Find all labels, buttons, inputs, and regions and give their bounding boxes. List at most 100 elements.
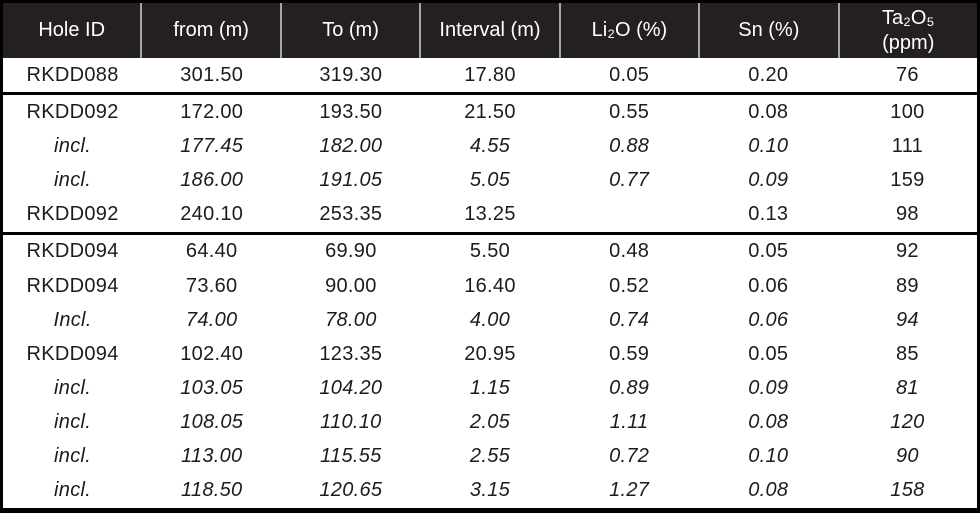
cell-ta2o5: 90 <box>895 445 919 468</box>
table-body: RKDD088 301.50 319.30 17.80 0.05 0.20 76 RKDD09… <box>3 58 977 508</box>
cell-li2o: 0.55 <box>609 100 650 123</box>
cell-interval: 4.55 <box>469 134 511 157</box>
cell-interval: 2.55 <box>469 445 511 468</box>
cell-from: 73.60 <box>185 274 238 297</box>
cell-to: 115.55 <box>320 445 382 468</box>
cell-ta2o5: 100 <box>890 100 925 123</box>
header-label: Hole ID <box>38 19 106 42</box>
table-row: RKDD088 301.50 319.30 17.80 0.05 0.20 76 <box>3 58 977 96</box>
cell-hole_id: incl. <box>54 376 92 399</box>
cell-li2o: 0.48 <box>609 240 650 263</box>
cell-from: 172.00 <box>180 100 244 123</box>
table-row: Incl. 74.00 78.00 4.00 0.74 0.06 94 <box>3 303 977 337</box>
cell-li2o: 1.27 <box>609 479 650 502</box>
cell-to: 104.20 <box>319 376 383 399</box>
cell-li2o: 0.88 <box>609 134 650 157</box>
cell-li2o: 0.74 <box>609 308 650 331</box>
cell-from: 64.40 <box>185 240 238 263</box>
cell-interval: 20.95 <box>464 342 516 365</box>
table-row: RKDD094 64.40 69.90 5.50 0.48 0.05 92 <box>3 235 977 269</box>
cell-sn: 0.06 <box>748 274 789 297</box>
cell-li2o: 0.72 <box>609 445 650 468</box>
cell-sn: 0.08 <box>748 479 789 502</box>
cell-li2o: 0.59 <box>609 342 650 365</box>
cell-from: 74.00 <box>185 308 238 331</box>
header-label-unit: (ppm) <box>882 31 935 54</box>
cell-sn: 0.08 <box>748 411 789 434</box>
cell-from: 186.00 <box>180 169 244 192</box>
cell-sn: 0.20 <box>748 63 789 86</box>
cell-hole_id: incl. <box>54 411 92 434</box>
cell-hole_id: RKDD094 <box>26 342 119 365</box>
table-row: incl. 177.45 182.00 4.55 0.88 0.10 111 <box>3 129 977 163</box>
header-label: Interval (m) <box>439 19 541 42</box>
cell-from: 108.05 <box>180 411 244 434</box>
table-row: RKDD094 73.60 90.00 16.40 0.52 0.06 89 <box>3 269 977 303</box>
cell-hole_id: incl. <box>54 445 92 468</box>
cell-to: 191.05 <box>319 169 383 192</box>
cell-sn: 0.09 <box>748 169 789 192</box>
header-from: from (m) <box>140 3 279 58</box>
cell-from: 113.00 <box>180 445 243 468</box>
cell-interval: 1.15 <box>469 376 511 399</box>
cell-ta2o5: 94 <box>895 308 919 331</box>
table-row: RKDD094 102.40 123.35 20.95 0.59 0.05 85 <box>3 337 977 371</box>
cell-sn: 0.06 <box>748 308 789 331</box>
header-interval: Interval (m) <box>419 3 558 58</box>
cell-to: 120.65 <box>319 479 383 502</box>
cell-ta2o5: 92 <box>895 240 919 263</box>
cell-ta2o5: 76 <box>895 63 919 86</box>
cell-li2o: 0.89 <box>609 376 650 399</box>
cell-interval: 5.50 <box>469 240 511 263</box>
cell-interval: 4.00 <box>469 308 511 331</box>
table-row: incl. 113.00 115.55 2.55 0.72 0.10 90 <box>3 440 977 474</box>
cell-interval: 3.15 <box>469 479 511 502</box>
cell-interval: 5.05 <box>469 169 511 192</box>
header-label: Sn (%) <box>738 19 800 42</box>
cell-sn: 0.10 <box>748 445 789 468</box>
header-label: Li₂O (%) <box>591 19 668 42</box>
cell-interval: 17.80 <box>464 63 516 86</box>
cell-hole_id: RKDD094 <box>26 240 119 263</box>
table-row: RKDD092 240.10 253.35 13.25 0.13 98 <box>3 198 977 235</box>
cell-hole_id: incl. <box>54 169 92 192</box>
header-li2o: Li₂O (%) <box>558 3 698 58</box>
cell-ta2o5: 81 <box>895 376 919 399</box>
cell-sn: 0.05 <box>748 240 789 263</box>
cell-to: 69.90 <box>325 240 377 263</box>
header-label: Ta₂O₅ <box>881 7 935 30</box>
table-row: RKDD092 172.00 193.50 21.50 0.55 0.08 100 <box>3 95 977 129</box>
cell-ta2o5: 111 <box>891 134 924 157</box>
cell-sn: 0.08 <box>748 100 789 123</box>
cell-from: 177.45 <box>180 134 244 157</box>
cell-hole_id: RKDD092 <box>26 100 119 123</box>
cell-ta2o5: 98 <box>895 203 919 226</box>
cell-sn: 0.05 <box>748 342 789 365</box>
cell-ta2o5: 158 <box>890 479 925 502</box>
cell-hole_id: RKDD092 <box>26 203 119 226</box>
cell-sn: 0.13 <box>748 203 789 226</box>
header-ta2o5: Ta₂O₅ (ppm) <box>837 3 977 58</box>
header-to: To (m) <box>279 3 419 58</box>
cell-sn: 0.09 <box>748 376 789 399</box>
cell-to: 319.30 <box>319 63 383 86</box>
cell-hole_id: incl. <box>54 134 92 157</box>
table-row: incl. 103.05 104.20 1.15 0.89 0.09 81 <box>3 371 977 405</box>
header-label: from (m) <box>173 19 249 42</box>
cell-ta2o5: 120 <box>890 411 925 434</box>
cell-to: 182.00 <box>319 134 383 157</box>
header-hole-id: Hole ID <box>3 3 140 58</box>
cell-interval: 2.05 <box>469 411 511 434</box>
table-row: incl. 118.50 120.65 3.15 1.27 0.08 158 <box>3 474 977 508</box>
header-label: To (m) <box>322 19 379 42</box>
cell-hole_id: RKDD088 <box>26 63 119 86</box>
cell-to: 123.35 <box>319 342 383 365</box>
cell-li2o: 0.05 <box>609 63 650 86</box>
cell-to: 253.35 <box>319 203 383 226</box>
cell-li2o: 0.77 <box>609 169 650 192</box>
cell-to: 193.50 <box>319 100 383 123</box>
cell-ta2o5: 85 <box>895 342 919 365</box>
table-row: incl. 108.05 110.10 2.05 1.11 0.08 120 <box>3 406 977 440</box>
cell-to: 110.10 <box>320 411 382 434</box>
